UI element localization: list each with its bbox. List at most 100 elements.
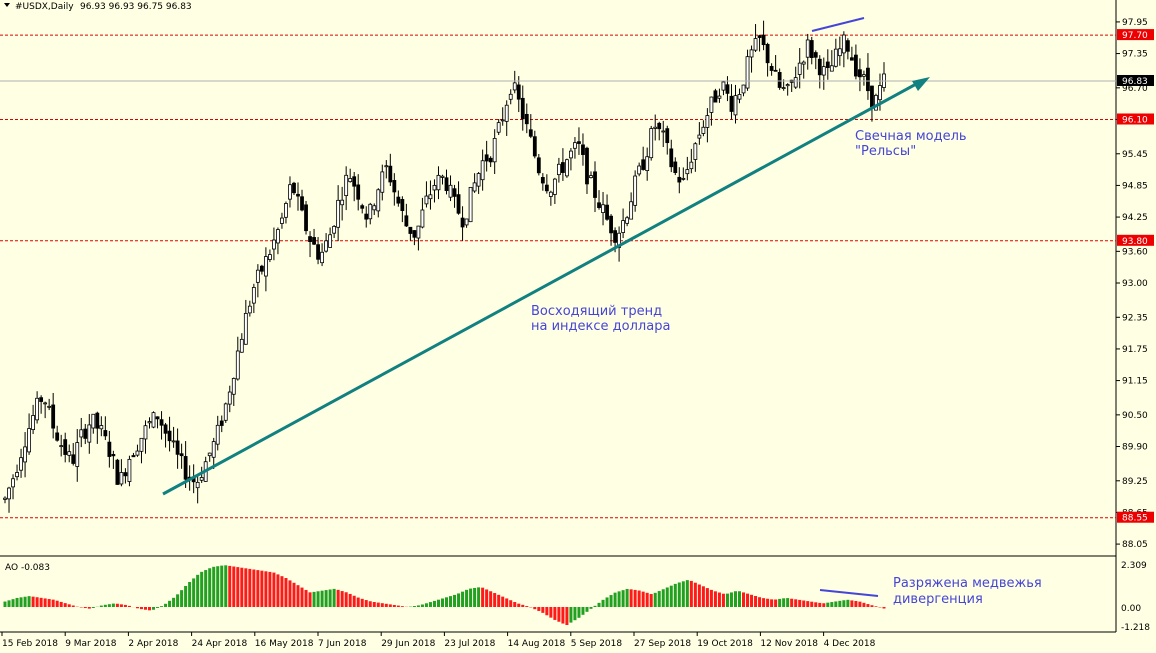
candle-body [484,154,489,162]
candle-body [324,240,328,252]
candle-body [801,61,806,65]
candle-body [862,74,866,77]
candle-body [697,134,702,139]
candle-body [336,199,341,228]
candle-body [520,97,525,120]
candle-body [841,34,846,54]
candle-body [268,254,272,260]
candle-body [821,66,826,76]
candle-body [135,450,140,456]
candle-body [23,446,27,463]
candle-body [39,397,44,402]
candle-body [709,96,714,113]
candle-body [605,204,609,220]
price-tick-label: 91.15 [1122,377,1148,387]
candle-body [753,38,758,51]
candle-body [320,251,324,264]
candle-body [645,156,650,171]
divergence-annotation-line1: Разряжена медвежья [893,576,1042,591]
candle-body [400,199,405,211]
candle-body [737,94,742,100]
candle-body [540,177,545,184]
price-tick-label: 92.35 [1122,313,1148,323]
candle-body [247,305,252,314]
candle-body [689,161,694,170]
candle-body [625,217,630,224]
candle-body [175,440,180,455]
time-tick-label: 24 Apr 2018 [192,639,248,649]
candle-body [219,420,224,426]
candle-body [344,174,349,197]
candle-body [155,416,160,420]
candle-body [179,453,184,457]
candle-body [649,128,654,159]
ohlc-readout: 96.93 96.93 96.75 96.83 [80,2,192,12]
candle-body [167,430,172,442]
candle-body [223,403,228,421]
time-axis-labels: 15 Feb 2018 9 Mar 2018 2 Apr 2018 24 Apr 20… [1,632,876,649]
candle-body [251,287,256,304]
candle-body [211,441,216,458]
candle-body [428,194,433,200]
candle-body [296,193,300,197]
candle-body [263,256,268,277]
candle-body [127,458,132,482]
candle-body [741,84,746,94]
candle-body [239,338,244,353]
candle-body [677,176,682,183]
ao-tick-bottom: -1.218 [1121,623,1150,633]
candle-body [356,184,361,200]
candle-body [585,147,589,185]
candle-body [464,218,469,226]
candle-body [749,49,754,58]
candle-body [59,445,64,448]
price-tick-label: 94.85 [1122,181,1148,191]
candle-body [548,191,553,197]
candle-body [765,43,770,64]
ao-histogram [3,565,886,625]
candle-body [63,439,68,455]
candle-body [284,203,288,218]
candle-body [288,184,292,200]
candle-body [665,128,670,144]
candle-body [536,157,541,174]
candle-body [833,48,838,67]
candle-body [372,205,377,211]
candle-body [444,177,449,192]
candle-body [276,229,280,244]
candle-body [637,165,642,175]
candle-body [131,455,136,458]
candle-body [717,95,722,99]
candle-body [243,312,248,345]
candle-body [71,454,76,464]
candle-body [488,157,493,163]
candle-body [83,428,88,439]
candle-body [163,424,168,434]
time-tick-label: 29 Jun 2018 [381,639,435,649]
candle-body [7,487,11,500]
candle-body [601,204,605,213]
candle-body [729,95,734,112]
candle-body [532,136,537,157]
candle-body [139,437,144,452]
price-tick-label: 96.70 [1122,84,1148,94]
candle-body [813,52,818,58]
candle-body [412,230,417,238]
candle-body [874,94,878,111]
time-tick-label: 23 Jul 2018 [444,639,495,649]
candle-body [119,472,124,485]
menu-triangle-icon[interactable] [4,3,10,7]
candle-body [701,126,706,134]
horizontal-levels: 97.70 96.10 93.80 88.55 [0,29,1154,524]
candle-body [472,182,477,192]
candle-body [805,39,810,58]
candle-body [468,186,473,223]
candle-body [27,428,31,453]
candle-body [809,40,814,58]
ao-tick-top: 2.309 [1121,561,1147,571]
candle-body [448,184,453,198]
time-tick-label: 4 Dec 2018 [824,639,876,649]
price-divergence-line [811,17,865,32]
candle-body [452,188,457,197]
